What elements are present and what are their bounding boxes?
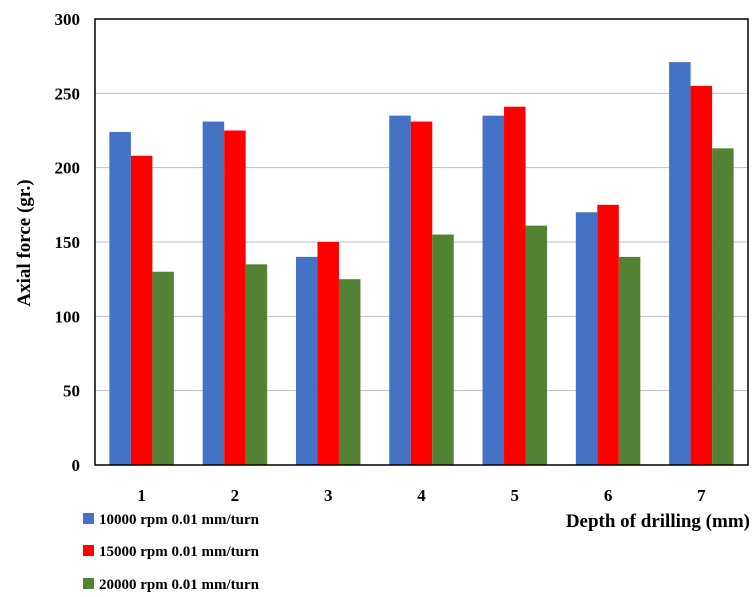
y-tick-200: 200 (55, 159, 81, 178)
bar-series1-cat1 (109, 131, 131, 465)
bar-series3-cat3 (338, 279, 361, 465)
y-tick-labels: 0 50 100 150 200 250 300 (55, 10, 81, 475)
y-tick-0: 0 (72, 456, 81, 475)
bar-series1-cat7 (669, 62, 691, 465)
bar-series2-cat6 (597, 204, 619, 466)
bar-series2-cat7 (690, 85, 713, 466)
bar-series3-cat6 (618, 256, 641, 465)
x-tick-5: 5 (511, 486, 520, 505)
bar-series3-cat1 (152, 271, 174, 465)
legend-swatch-2 (83, 545, 94, 556)
legend-swatch-3 (83, 578, 94, 589)
bar-series3-cat7 (712, 148, 734, 465)
bar-series1-cat6 (575, 212, 598, 465)
y-axis-label: Axial force (gr.) (14, 179, 35, 306)
bar-series1-cat3 (295, 256, 318, 465)
bar-series1-cat4 (389, 115, 411, 465)
bar-series1-cat2 (202, 121, 225, 465)
x-tick-7: 7 (697, 486, 706, 505)
legend-label-3: 20000 rpm 0.01 mm/turn (99, 577, 260, 593)
x-tick-2: 2 (231, 486, 240, 505)
x-axis-label: Depth of drilling (mm) (566, 511, 750, 532)
bar-series2-cat2 (224, 130, 246, 465)
bar-series3-cat4 (432, 234, 454, 465)
bars (109, 62, 734, 466)
legend-swatch-1 (83, 513, 94, 524)
bar-series3-cat5 (525, 225, 548, 465)
x-tick-1: 1 (137, 486, 146, 505)
bar-series2-cat4 (410, 121, 433, 465)
bar-series3-cat2 (245, 264, 268, 465)
y-tick-300: 300 (55, 10, 81, 29)
x-tick-4: 4 (417, 486, 426, 505)
y-tick-50: 50 (63, 382, 80, 401)
y-tick-250: 250 (55, 84, 81, 103)
x-tick-labels: 1 2 3 4 5 6 7 (137, 486, 706, 505)
x-tick-6: 6 (604, 486, 613, 505)
plot-frame (94, 18, 749, 466)
plot-border (94, 18, 749, 466)
legend: 10000 rpm 0.01 mm/turn 15000 rpm 0.01 mm/… (83, 512, 260, 593)
x-tick-3: 3 (324, 486, 333, 505)
y-tick-100: 100 (55, 307, 81, 326)
bar-series2-cat5 (504, 106, 526, 466)
bar-series2-cat1 (130, 155, 153, 466)
y-tick-150: 150 (55, 233, 81, 252)
legend-label-2: 15000 rpm 0.01 mm/turn (99, 544, 260, 560)
bar-series2-cat3 (317, 242, 339, 465)
legend-label-1: 10000 rpm 0.01 mm/turn (99, 512, 260, 528)
bar-series1-cat5 (482, 115, 505, 465)
